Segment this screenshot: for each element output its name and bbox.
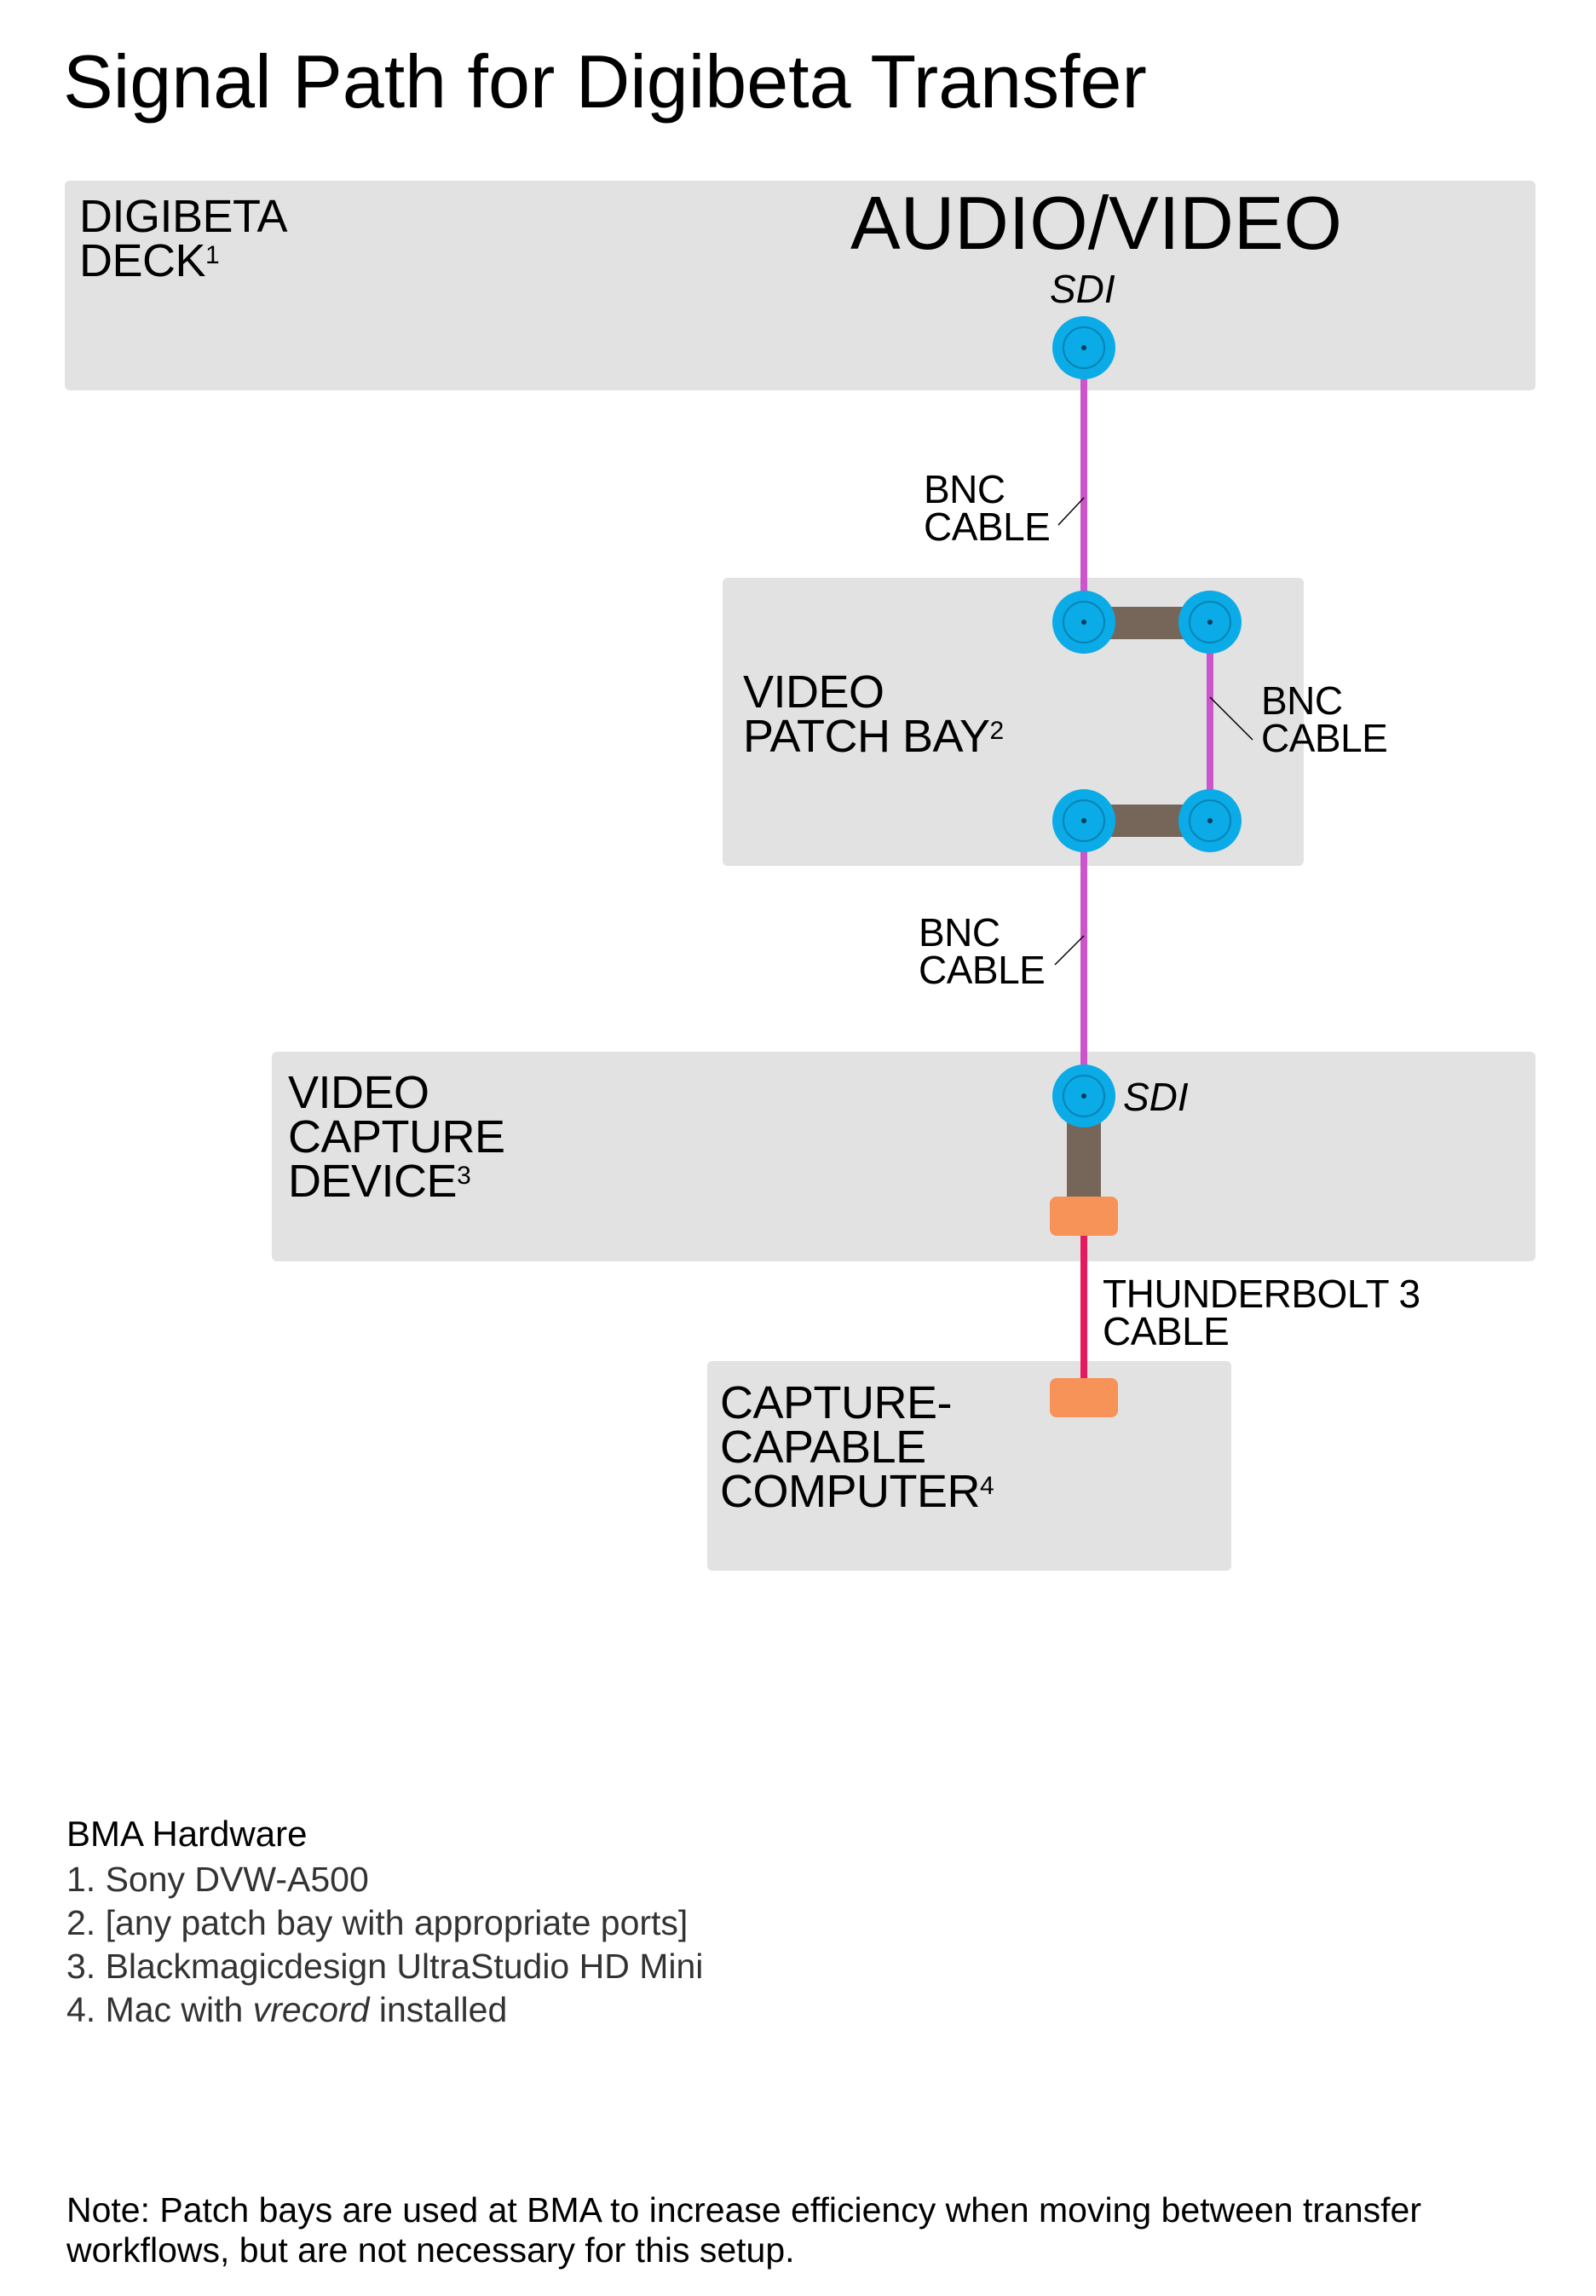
thunderbolt-cable-label: THUNDERBOLT 3 CABLE bbox=[1103, 1272, 1420, 1353]
bnc-connector-patchbay-in-bottom bbox=[1178, 789, 1242, 852]
bnc-connector-deck-sdi bbox=[1052, 316, 1115, 379]
footnote: Note: Patch bays are used at BMA to incr… bbox=[66, 2190, 1421, 2270]
bnc-connector-patchbay-in-top bbox=[1052, 591, 1115, 654]
hardware-list: 1. Sony DVW-A500 2. [any patch bay with … bbox=[66, 1858, 703, 2032]
computer-box bbox=[707, 1361, 1231, 1571]
thunderbolt-port-computer bbox=[1050, 1378, 1118, 1417]
bnc-label-leader-3 bbox=[1054, 935, 1085, 966]
bnc-cable-label-1: BNC CABLE bbox=[924, 467, 1051, 549]
bnc-label-leader-1 bbox=[1057, 497, 1085, 526]
capture-device-label: VIDEO CAPTURE DEVICE3 bbox=[288, 1067, 505, 1207]
deck-sdi-label: SDI bbox=[1050, 267, 1115, 311]
bnc-cable-label-3: BNC CABLE bbox=[919, 910, 1046, 992]
bnc-connector-patchbay-out-bottom bbox=[1052, 789, 1115, 852]
capture-sdi-label: SDI bbox=[1123, 1075, 1189, 1119]
computer-label: CAPTURE- CAPABLE COMPUTER4 bbox=[720, 1377, 994, 1517]
thunderbolt-port-capture bbox=[1050, 1197, 1118, 1236]
capture-device-box bbox=[272, 1052, 1536, 1261]
bnc-cable-label-2: BNC CABLE bbox=[1261, 678, 1388, 760]
audio-video-label: AUDIO/VIDEO bbox=[850, 181, 1342, 265]
bnc-connector-patchbay-out-top bbox=[1178, 591, 1242, 654]
hardware-item-3: 3. Blackmagicdesign UltraStudio HD Mini bbox=[66, 1947, 704, 1986]
digibeta-deck-box bbox=[65, 181, 1536, 390]
patch-bay-label: VIDEO PATCH BAY2 bbox=[743, 666, 1004, 762]
page-title: Signal Path for Digibeta Transfer bbox=[63, 39, 1147, 124]
hardware-item-1: 1. Sony DVW-A500 bbox=[66, 1860, 369, 1899]
hardware-item-2: 2. [any patch bay with appropriate ports… bbox=[66, 1903, 689, 1942]
bnc-label-leader-2 bbox=[1209, 696, 1253, 741]
bnc-connector-capture-sdi bbox=[1052, 1064, 1115, 1128]
digibeta-deck-label: DIGIBETA DECK1 bbox=[79, 191, 288, 286]
hardware-item-4: 4. Mac with vrecord installed bbox=[66, 1990, 508, 2029]
hardware-list-title: BMA Hardware bbox=[66, 1814, 308, 1854]
